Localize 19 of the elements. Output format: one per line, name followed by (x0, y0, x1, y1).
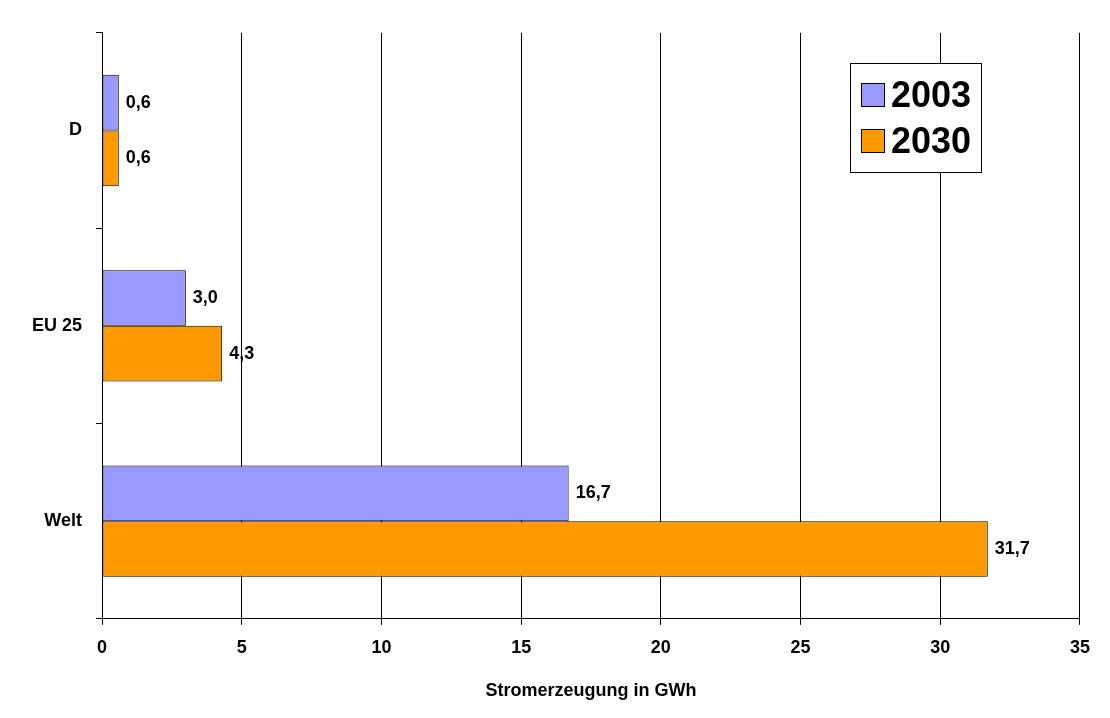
data-label: 31,7 (994, 537, 1030, 558)
x-axis-title: Stromerzeugung in GWh (485, 680, 697, 701)
y-tick-label: D (69, 119, 83, 140)
x-tick-label: 25 (790, 636, 811, 657)
x-tick-label: 35 (1069, 636, 1090, 657)
x-tick-label: 20 (650, 636, 671, 657)
x-tick-label: 15 (511, 636, 532, 657)
y-tick-label: Welt (44, 510, 83, 531)
x-tick-label: 5 (236, 636, 247, 657)
y-tick-label: EU 25 (32, 314, 83, 335)
legend-label: 2003 (890, 72, 972, 117)
data-label: 16,7 (575, 482, 611, 503)
data-label: 0,6 (125, 147, 151, 168)
data-label: 0,6 (125, 91, 151, 112)
data-label: 3,0 (192, 286, 218, 307)
legend-label: 2030 (890, 118, 972, 163)
x-tick-label: 10 (371, 636, 392, 657)
x-tick-label: 30 (930, 636, 951, 657)
x-tick-label: 0 (97, 636, 108, 657)
